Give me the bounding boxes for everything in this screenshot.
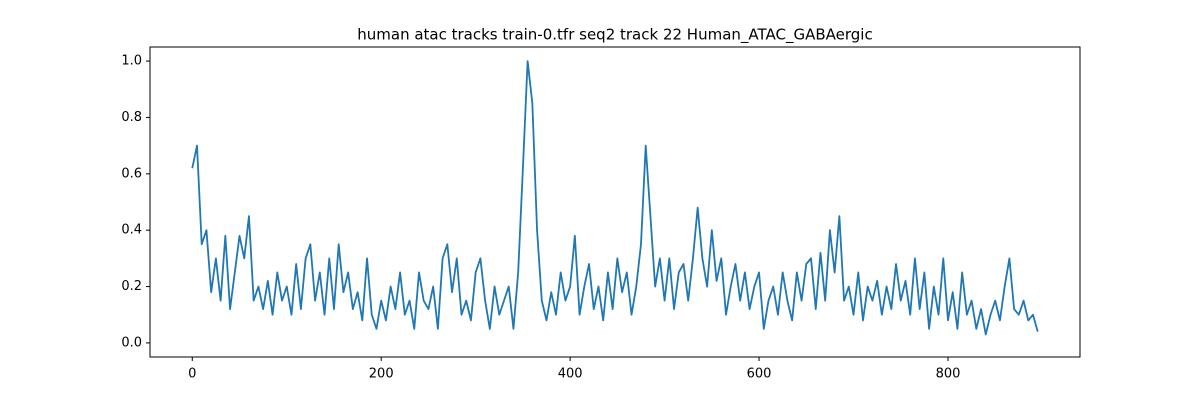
x-tick-label: 400 bbox=[558, 367, 583, 382]
x-tick-label: 800 bbox=[936, 367, 961, 382]
x-tick-label: 0 bbox=[188, 367, 196, 382]
chart-title: human atac tracks train-0.tfr seq2 track… bbox=[357, 26, 872, 45]
data-line bbox=[191, 60, 1039, 336]
x-tick-label: 200 bbox=[369, 367, 394, 382]
y-tick-label: 0.4 bbox=[121, 223, 142, 238]
y-tick-label: 0.6 bbox=[121, 166, 142, 181]
plot-frame bbox=[149, 46, 1081, 358]
y-tick-label: 1.0 bbox=[121, 54, 142, 69]
y-tick-label: 0.0 bbox=[121, 335, 142, 350]
y-tick-label: 0.2 bbox=[121, 279, 142, 294]
x-tick-label: 600 bbox=[747, 367, 772, 382]
y-tick-label: 0.8 bbox=[121, 110, 142, 125]
